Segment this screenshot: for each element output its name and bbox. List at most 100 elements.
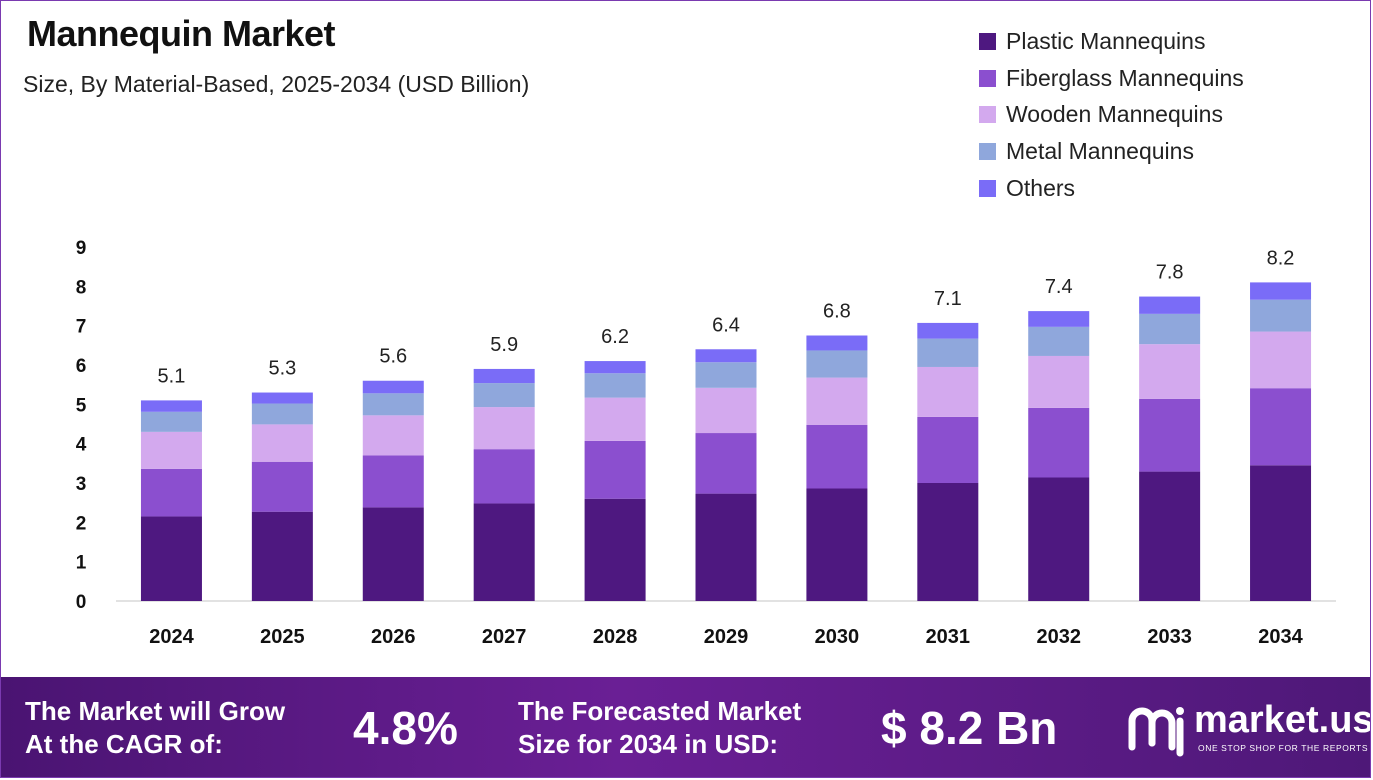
logo-tagline: ONE STOP SHOP FOR THE REPORTS [1198,743,1369,753]
bar-segment-plastic [1250,465,1312,601]
y-tick-label: 1 [76,553,87,574]
bar-segment-metal [584,373,646,398]
summary-banner: The Market will Grow At the CAGR of: 4.8… [1,677,1371,777]
bar-segment-plastic [917,483,979,601]
bar-segment-fiberglass [362,455,424,508]
total-value-label: 6.2 [601,326,629,348]
bar-segment-wooden [584,397,646,441]
bar-segment-others [473,368,535,384]
bar-segment-metal [1139,313,1201,345]
bar-segment-metal [695,362,757,388]
x-tick-label: 2029 [704,626,749,648]
y-tick-label: 8 [76,277,87,298]
x-tick-label: 2026 [371,626,416,648]
bar-segment-fiberglass [140,468,202,517]
x-tick-label: 2028 [593,626,638,648]
bar-segment-others [1250,282,1312,300]
legend-label: Wooden Mannequins [1006,101,1223,128]
x-tick-label: 2034 [1258,626,1303,648]
bar-segment-fiberglass [1250,388,1312,466]
legend-label: Fiberglass Mannequins [1006,64,1244,91]
bar-segment-metal [917,338,979,367]
bar-segment-metal [251,403,313,425]
bar-segment-plastic [473,503,535,601]
total-value-label: 5.3 [268,358,296,380]
total-value-label: 7.1 [934,288,962,310]
bar-segment-plastic [251,511,313,601]
bar-segment-fiberglass [1139,398,1201,472]
legend-item-others: Others [979,170,1244,207]
bar-segment-fiberglass [695,433,757,494]
total-value-label: 8.2 [1267,247,1295,269]
bar-segment-others [917,322,979,339]
cagr-label-line1: The Market will Grow [25,696,286,726]
x-tick-label: 2024 [149,626,194,648]
legend: Plastic Mannequins Fiberglass Mannequins… [979,23,1244,206]
legend-swatch-plastic [979,32,996,50]
bar-segment-plastic [140,516,202,601]
bar-segment-others [1028,311,1090,327]
y-tick-label: 4 [76,435,87,456]
y-tick-label: 9 [76,238,87,259]
legend-label: Others [1006,174,1076,201]
forecast-label-line1: The Forecasted Market [518,696,802,726]
x-tick-label: 2030 [815,626,860,648]
bar-segment-fiberglass [584,440,646,499]
bar-segment-fiberglass [917,416,979,483]
total-value-label: 5.9 [490,334,518,356]
bar-segment-plastic [1028,477,1090,601]
bar-segment-wooden [251,424,313,462]
bar-segment-others [1139,296,1201,314]
legend-swatch-wooden [979,106,996,124]
bar-segment-others [362,380,424,394]
bar-segment-metal [1028,326,1090,356]
legend-item-fiberglass: Fiberglass Mannequins [979,60,1244,97]
total-value-label: 6.8 [823,301,851,323]
bar-segment-fiberglass [251,461,313,512]
bar-segment-plastic [806,488,868,601]
legend-item-plastic: Plastic Mannequins [979,23,1244,60]
bar-segment-wooden [806,377,868,425]
bar-segment-metal [1250,299,1312,332]
bar-segment-plastic [1139,471,1201,601]
bar-segment-wooden [1250,331,1312,389]
y-tick-label: 3 [76,474,87,495]
x-tick-label: 2033 [1147,626,1192,648]
total-value-label: 7.4 [1045,276,1073,298]
logo-name: market.us [1194,699,1371,741]
bar-segment-others [584,361,646,374]
y-tick-label: 5 [76,395,87,416]
bar-segment-plastic [695,493,757,601]
bar-segment-metal [140,411,202,432]
total-value-label: 6.4 [712,314,740,336]
bar-segment-fiberglass [1028,407,1090,478]
y-tick-label: 6 [76,356,87,377]
bar-segment-others [695,349,757,363]
bar-segment-wooden [473,407,535,450]
chart-subtitle: Size, By Material-Based, 2025-2034 (USD … [23,71,530,97]
chart-title: Mannequin Market [27,13,336,54]
cagr-label-line2: At the CAGR of: [25,729,223,759]
bar-segment-fiberglass [473,449,535,504]
total-value-label: 5.1 [158,365,186,387]
bar-segment-others [251,392,313,404]
bar-segment-others [140,400,202,412]
forecast-value: $ 8.2 Bn [881,702,1058,754]
cagr-label: The Market will Grow At the CAGR of: [25,695,285,761]
forecast-label: The Forecasted Market Size for 2034 in U… [518,695,801,761]
bar-segment-wooden [362,415,424,456]
bar-segment-wooden [1139,344,1201,399]
bar-segment-wooden [695,387,757,434]
legend-item-metal: Metal Mannequins [979,133,1244,170]
stacked-bar-chart: 0 1 2 3 4 5 6 7 8 9 5.1 2024 5.3 2025 5.6 2026 5.9 2027 6.… [76,238,1336,648]
legend-swatch-metal [979,142,996,160]
bar-segment-wooden [140,431,202,469]
total-value-label: 5.6 [379,346,407,368]
bar-segment-wooden [917,366,979,417]
bar-segment-plastic [362,507,424,601]
x-tick-label: 2027 [482,626,527,648]
legend-item-wooden: Wooden Mannequins [979,96,1244,133]
cagr-value: 4.8% [353,702,458,754]
y-tick-label: 0 [76,592,87,613]
